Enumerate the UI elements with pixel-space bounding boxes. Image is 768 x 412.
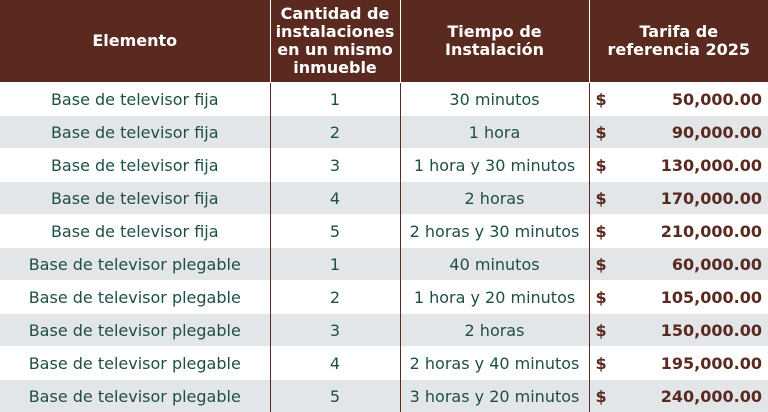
rate-amount: 90,000.00 — [672, 123, 762, 142]
cell-rate: $130,000.00 — [589, 149, 768, 182]
currency-symbol: $ — [596, 189, 607, 208]
rate-amount: 150,000.00 — [661, 321, 762, 340]
cell-time: 3 horas y 20 minutos — [400, 380, 589, 412]
rate-amount: 195,000.00 — [661, 354, 762, 373]
cell-rate: $150,000.00 — [589, 314, 768, 347]
header-element: Elemento — [0, 0, 270, 83]
cell-time: 40 minutos — [400, 248, 589, 281]
cell-time: 1 hora — [400, 116, 589, 149]
cell-element: Base de televisor plegable — [0, 281, 270, 314]
cell-quantity: 1 — [270, 248, 400, 281]
cell-rate: $60,000.00 — [589, 248, 768, 281]
cell-quantity: 4 — [270, 182, 400, 215]
cell-rate: $210,000.00 — [589, 215, 768, 248]
cell-time: 1 hora y 30 minutos — [400, 149, 589, 182]
cell-element: Base de televisor fija — [0, 182, 270, 215]
rate-amount: 105,000.00 — [661, 288, 762, 307]
cell-element: Base de televisor fija — [0, 83, 270, 116]
cell-rate: $50,000.00 — [589, 83, 768, 116]
cell-quantity: 2 — [270, 116, 400, 149]
header-row: Elemento Cantidad de instalaciones en un… — [0, 0, 768, 83]
cell-quantity: 3 — [270, 314, 400, 347]
cell-quantity: 1 — [270, 83, 400, 116]
rate-amount: 50,000.00 — [672, 90, 762, 109]
currency-symbol: $ — [596, 123, 607, 142]
currency-symbol: $ — [596, 222, 607, 241]
rate-amount: 130,000.00 — [661, 156, 762, 175]
cell-element: Base de televisor plegable — [0, 248, 270, 281]
cell-time: 2 horas — [400, 182, 589, 215]
currency-symbol: $ — [596, 321, 607, 340]
cell-rate: $195,000.00 — [589, 347, 768, 380]
currency-symbol: $ — [596, 387, 607, 406]
cell-rate: $105,000.00 — [589, 281, 768, 314]
cell-rate: $170,000.00 — [589, 182, 768, 215]
cell-time: 2 horas y 40 minutos — [400, 347, 589, 380]
cell-time: 2 horas — [400, 314, 589, 347]
currency-symbol: $ — [596, 90, 607, 109]
header-quantity: Cantidad de instalaciones en un mismo in… — [270, 0, 400, 83]
currency-symbol: $ — [596, 255, 607, 274]
cell-element: Base de televisor plegable — [0, 380, 270, 412]
cell-quantity: 3 — [270, 149, 400, 182]
rate-amount: 60,000.00 — [672, 255, 762, 274]
currency-symbol: $ — [596, 288, 607, 307]
cell-quantity: 5 — [270, 380, 400, 412]
cell-rate: $240,000.00 — [589, 380, 768, 412]
cell-element: Base de televisor plegable — [0, 314, 270, 347]
cell-element: Base de televisor fija — [0, 149, 270, 182]
cell-element: Base de televisor fija — [0, 215, 270, 248]
cell-rate: $90,000.00 — [589, 116, 768, 149]
cell-quantity: 4 — [270, 347, 400, 380]
cell-time: 2 horas y 30 minutos — [400, 215, 589, 248]
cell-quantity: 5 — [270, 215, 400, 248]
currency-symbol: $ — [596, 354, 607, 373]
cell-time: 1 hora y 20 minutos — [400, 281, 589, 314]
cell-quantity: 2 — [270, 281, 400, 314]
rate-amount: 170,000.00 — [661, 189, 762, 208]
header-rate: Tarifa de referencia 2025 — [589, 0, 768, 83]
rate-amount: 240,000.00 — [661, 387, 762, 406]
rate-amount: 210,000.00 — [661, 222, 762, 241]
header-time: Tiempo de Instalación — [400, 0, 589, 83]
cell-time: 30 minutos — [400, 83, 589, 116]
cell-element: Base de televisor plegable — [0, 347, 270, 380]
currency-symbol: $ — [596, 156, 607, 175]
cell-element: Base de televisor fija — [0, 116, 270, 149]
